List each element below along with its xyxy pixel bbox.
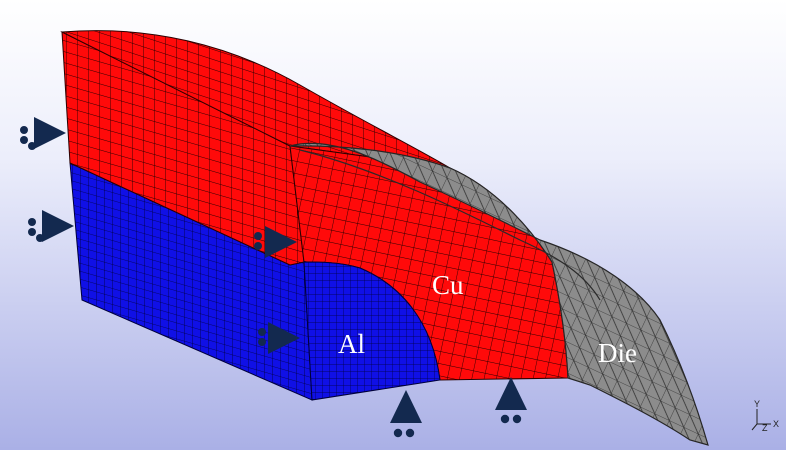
- constraint-left-2: [28, 210, 74, 242]
- constraint-bottom-1: [390, 390, 422, 438]
- constraint-left-3: [254, 226, 297, 258]
- axis-x-label: X: [773, 419, 779, 429]
- axis-y-label: Y: [754, 399, 760, 409]
- cu-label: Cu: [432, 270, 464, 300]
- al-label: Al: [338, 329, 365, 359]
- axis-triad-icon: Y Z X: [751, 399, 779, 433]
- aluminum-section-face: [303, 261, 441, 401]
- die-label: Die: [598, 338, 637, 368]
- constraint-left-1: [20, 117, 66, 150]
- die-crease: [299, 149, 601, 301]
- constraint-bottom-2: [495, 377, 527, 424]
- copper-top-surface: [60, 30, 451, 169]
- die-surface: [289, 142, 709, 446]
- constraint-left-4: [258, 322, 300, 354]
- axis-z-label: Z: [762, 423, 768, 433]
